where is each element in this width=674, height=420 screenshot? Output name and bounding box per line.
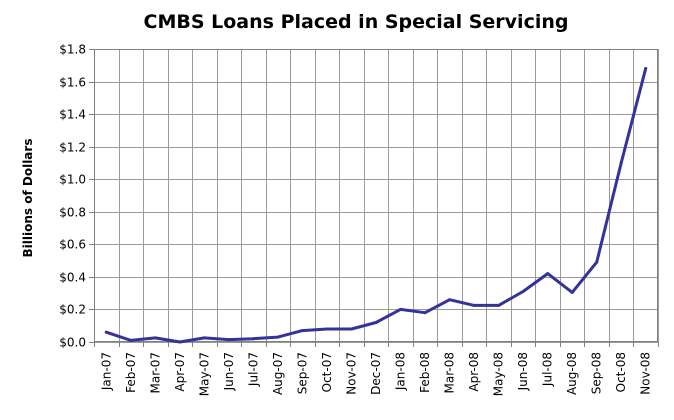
data-point: [325, 327, 329, 331]
x-tick-label: Jun-07: [222, 352, 236, 391]
data-point: [521, 290, 525, 293]
x-tick-label: May-08: [492, 352, 506, 396]
data-point: [300, 329, 304, 333]
data-point: [153, 336, 157, 340]
x-tick-label: Dec-07: [369, 352, 383, 395]
x-tick-label: Feb-07: [124, 352, 138, 393]
data-point: [595, 260, 599, 264]
x-tick-label: Aug-08: [565, 352, 579, 395]
data-point: [227, 338, 231, 342]
x-tick-label: Oct-08: [614, 352, 628, 392]
x-tick-label: Nov-07: [344, 352, 358, 395]
y-tick-label: $0.0: [59, 336, 86, 350]
x-tick-label: Apr-07: [173, 352, 187, 392]
y-tick-label: $0.8: [59, 206, 86, 220]
y-tick-label: $0.6: [59, 238, 86, 252]
x-tick-label: Feb-08: [418, 352, 432, 393]
data-point: [399, 307, 402, 311]
plot-border: [94, 49, 658, 342]
data-point: [546, 272, 550, 276]
x-tick-label: Aug-07: [271, 352, 285, 395]
x-tick-label: Sep-08: [590, 352, 604, 394]
x-tick-label: Mar-07: [148, 352, 162, 393]
data-point: [202, 336, 206, 340]
x-tick-label: May-07: [197, 352, 211, 396]
data-point: [472, 303, 476, 307]
y-tick-label: $1.2: [59, 141, 86, 155]
x-tick-label: Nov-08: [639, 352, 653, 395]
x-tick-label: Jun-08: [516, 352, 530, 391]
x-tick-label: Mar-08: [443, 352, 457, 393]
y-tick-label: $1.4: [59, 108, 86, 122]
x-tick-label: Jul-08: [541, 352, 555, 387]
data-point: [129, 338, 133, 342]
y-tick-label: $1.6: [59, 76, 86, 90]
data-point: [178, 340, 182, 344]
data-point: [497, 303, 501, 307]
y-tick-label: $0.2: [59, 303, 86, 317]
y-axis-label: Billions of Dollars: [21, 139, 35, 258]
x-tick-label: Jan-07: [99, 352, 113, 391]
data-point: [350, 327, 353, 331]
y-tick-label: $1.0: [59, 173, 86, 187]
x-tick-label: Sep-07: [295, 352, 309, 394]
y-tick-label: $0.4: [59, 271, 86, 285]
chart-title: CMBS Loans Placed in Special Servicing: [144, 11, 569, 33]
data-point: [276, 335, 280, 339]
data-point: [251, 337, 255, 341]
data-point: [619, 161, 623, 165]
data-point: [644, 67, 648, 70]
x-tick-label: Jan-08: [394, 352, 408, 391]
y-tick-label: $1.8: [59, 43, 86, 57]
x-tick-label: Apr-08: [467, 352, 481, 392]
x-tick-label: Oct-07: [320, 352, 334, 392]
x-tick-label: Jul-07: [246, 352, 260, 387]
data-point: [448, 298, 452, 302]
data-point: [423, 311, 427, 315]
data-point: [374, 321, 378, 324]
plot-area: $0.0 $0.2 $0.4 $0.6 $0.8 $1.0 $1.2 $1.4 $1.6 $1.8…: [59, 43, 659, 396]
plot-background: [94, 49, 658, 342]
data-point: [104, 330, 108, 334]
data-point: [570, 290, 574, 294]
